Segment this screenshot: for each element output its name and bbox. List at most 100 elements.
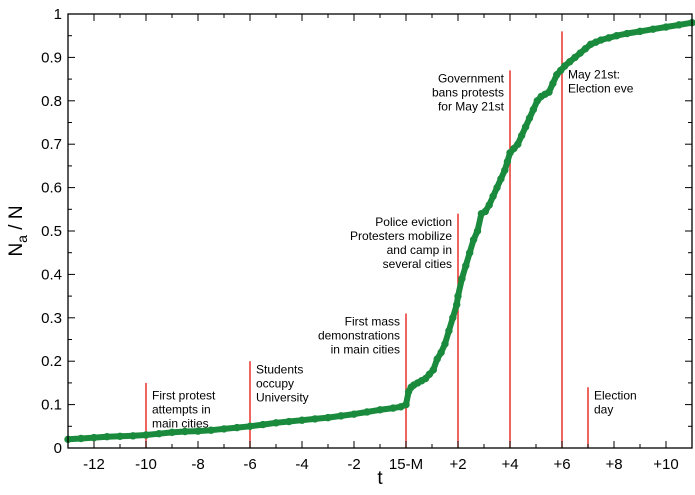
y-tick-label: 0.6	[41, 180, 62, 197]
event-annotation: Election day	[594, 388, 637, 416]
event-annotation-line: in main cities	[331, 343, 400, 357]
data-point	[181, 427, 189, 436]
data-point	[168, 428, 176, 437]
event-annotation-line: First protest	[152, 388, 216, 402]
event-annotation-line: for May 21st	[438, 100, 505, 114]
annotations-layer: First protest attempts in main cities Stude…	[152, 67, 637, 430]
x-tick-label: -6	[243, 456, 256, 473]
x-tick-label: +4	[501, 456, 518, 473]
data-point	[493, 183, 501, 192]
event-annotation-line: Police eviction	[375, 215, 452, 229]
data-point	[636, 27, 644, 36]
y-tick-label: 0.5	[41, 223, 62, 240]
data-point	[466, 249, 474, 257]
data-point	[220, 425, 228, 433]
event-annotation-line: Government	[438, 72, 505, 86]
data-point	[485, 201, 493, 209]
x-tick-label: -10	[135, 456, 157, 473]
data-point	[662, 23, 670, 31]
y-tick-label: 0.3	[41, 310, 62, 327]
data-point	[429, 366, 437, 374]
event-annotation: Students occupy University	[256, 362, 309, 404]
x-tick-label: -4	[295, 456, 308, 473]
data-point	[402, 400, 410, 409]
x-tick-label: +10	[653, 456, 678, 473]
data-point	[462, 262, 470, 270]
series-layer	[64, 18, 695, 444]
data-point	[441, 340, 449, 348]
data-point	[525, 114, 534, 122]
event-annotation: First mass demonstrations in main cities	[318, 315, 400, 357]
data-point	[473, 227, 482, 235]
data-point	[571, 53, 579, 62]
data-point	[437, 348, 445, 357]
event-annotation-line: Students	[256, 362, 303, 376]
data-point	[233, 423, 241, 432]
event-annotation-line: demonstrations	[318, 329, 400, 343]
event-annotation-line: main cities	[152, 416, 209, 430]
data-point	[649, 25, 657, 33]
data-point	[445, 327, 453, 335]
data-point	[207, 426, 215, 434]
data-point	[501, 166, 509, 174]
event-annotation: First protest attempts in main cities	[152, 388, 216, 430]
event-annotation-line: and camp in	[387, 243, 452, 257]
data-point	[623, 29, 631, 38]
y-tick-label: 0.1	[41, 397, 62, 414]
y-tick-label: 0.8	[41, 93, 62, 110]
x-tick-label: -2	[347, 456, 360, 473]
tick-labels-layer: -12 -10 -8 -6 -4 -2 15-M +2 +4 +6 +8 +10 0 0.1 0.2 0.3 0…	[41, 6, 679, 473]
data-point	[376, 406, 384, 414]
data-point	[103, 433, 111, 441]
data-point	[481, 207, 489, 216]
event-annotation-line: May 21st:	[568, 67, 620, 81]
data-point	[142, 431, 150, 439]
data-point	[518, 131, 526, 140]
data-point	[675, 21, 683, 29]
data-point	[576, 49, 584, 57]
data-point	[363, 408, 371, 416]
x-tick-label: +6	[553, 456, 570, 473]
data-point	[458, 275, 466, 283]
data-point	[285, 417, 293, 426]
data-point	[469, 235, 478, 244]
event-annotation-line: day	[594, 402, 613, 416]
y-axis-title: Na / N	[6, 205, 30, 256]
data-point	[324, 413, 332, 422]
data-point	[529, 105, 538, 114]
data-point	[560, 62, 569, 70]
x-tick-label: +2	[449, 456, 466, 473]
y-tick-label: 1	[54, 6, 62, 23]
event-annotation-line: Election eve	[568, 81, 634, 95]
data-point	[389, 404, 397, 412]
data-point	[337, 412, 345, 420]
data-point	[503, 157, 512, 166]
data-point	[454, 292, 462, 300]
y-tick-label: 0.7	[41, 136, 62, 153]
event-annotation-line: bans protests	[432, 86, 504, 100]
x-tick-label: 15-M	[389, 456, 423, 473]
data-point	[350, 410, 358, 418]
data-point	[489, 192, 497, 200]
event-annotation: Government bans protests for May 21st	[432, 72, 505, 114]
x-axis-title: t	[377, 468, 383, 489]
y-axis-title-main: N	[6, 243, 27, 257]
data-point	[612, 32, 621, 40]
y-tick-label: 0.9	[41, 49, 62, 66]
data-point	[311, 415, 319, 423]
x-tick-label: -12	[83, 456, 105, 473]
data-point	[545, 88, 553, 96]
event-annotation-line: Protesters mobilize	[350, 229, 452, 243]
event-annotation-line: occupy	[256, 376, 294, 390]
x-tick-label: +8	[605, 456, 622, 473]
event-lines-layer	[145, 31, 589, 448]
data-point	[77, 434, 85, 443]
data-point	[549, 79, 557, 88]
data-point	[90, 433, 98, 442]
data-point	[514, 140, 522, 148]
data-point	[597, 36, 605, 44]
data-point	[246, 422, 254, 430]
event-annotation-line: University	[256, 390, 309, 404]
y-tick-label: 0.2	[41, 353, 62, 370]
